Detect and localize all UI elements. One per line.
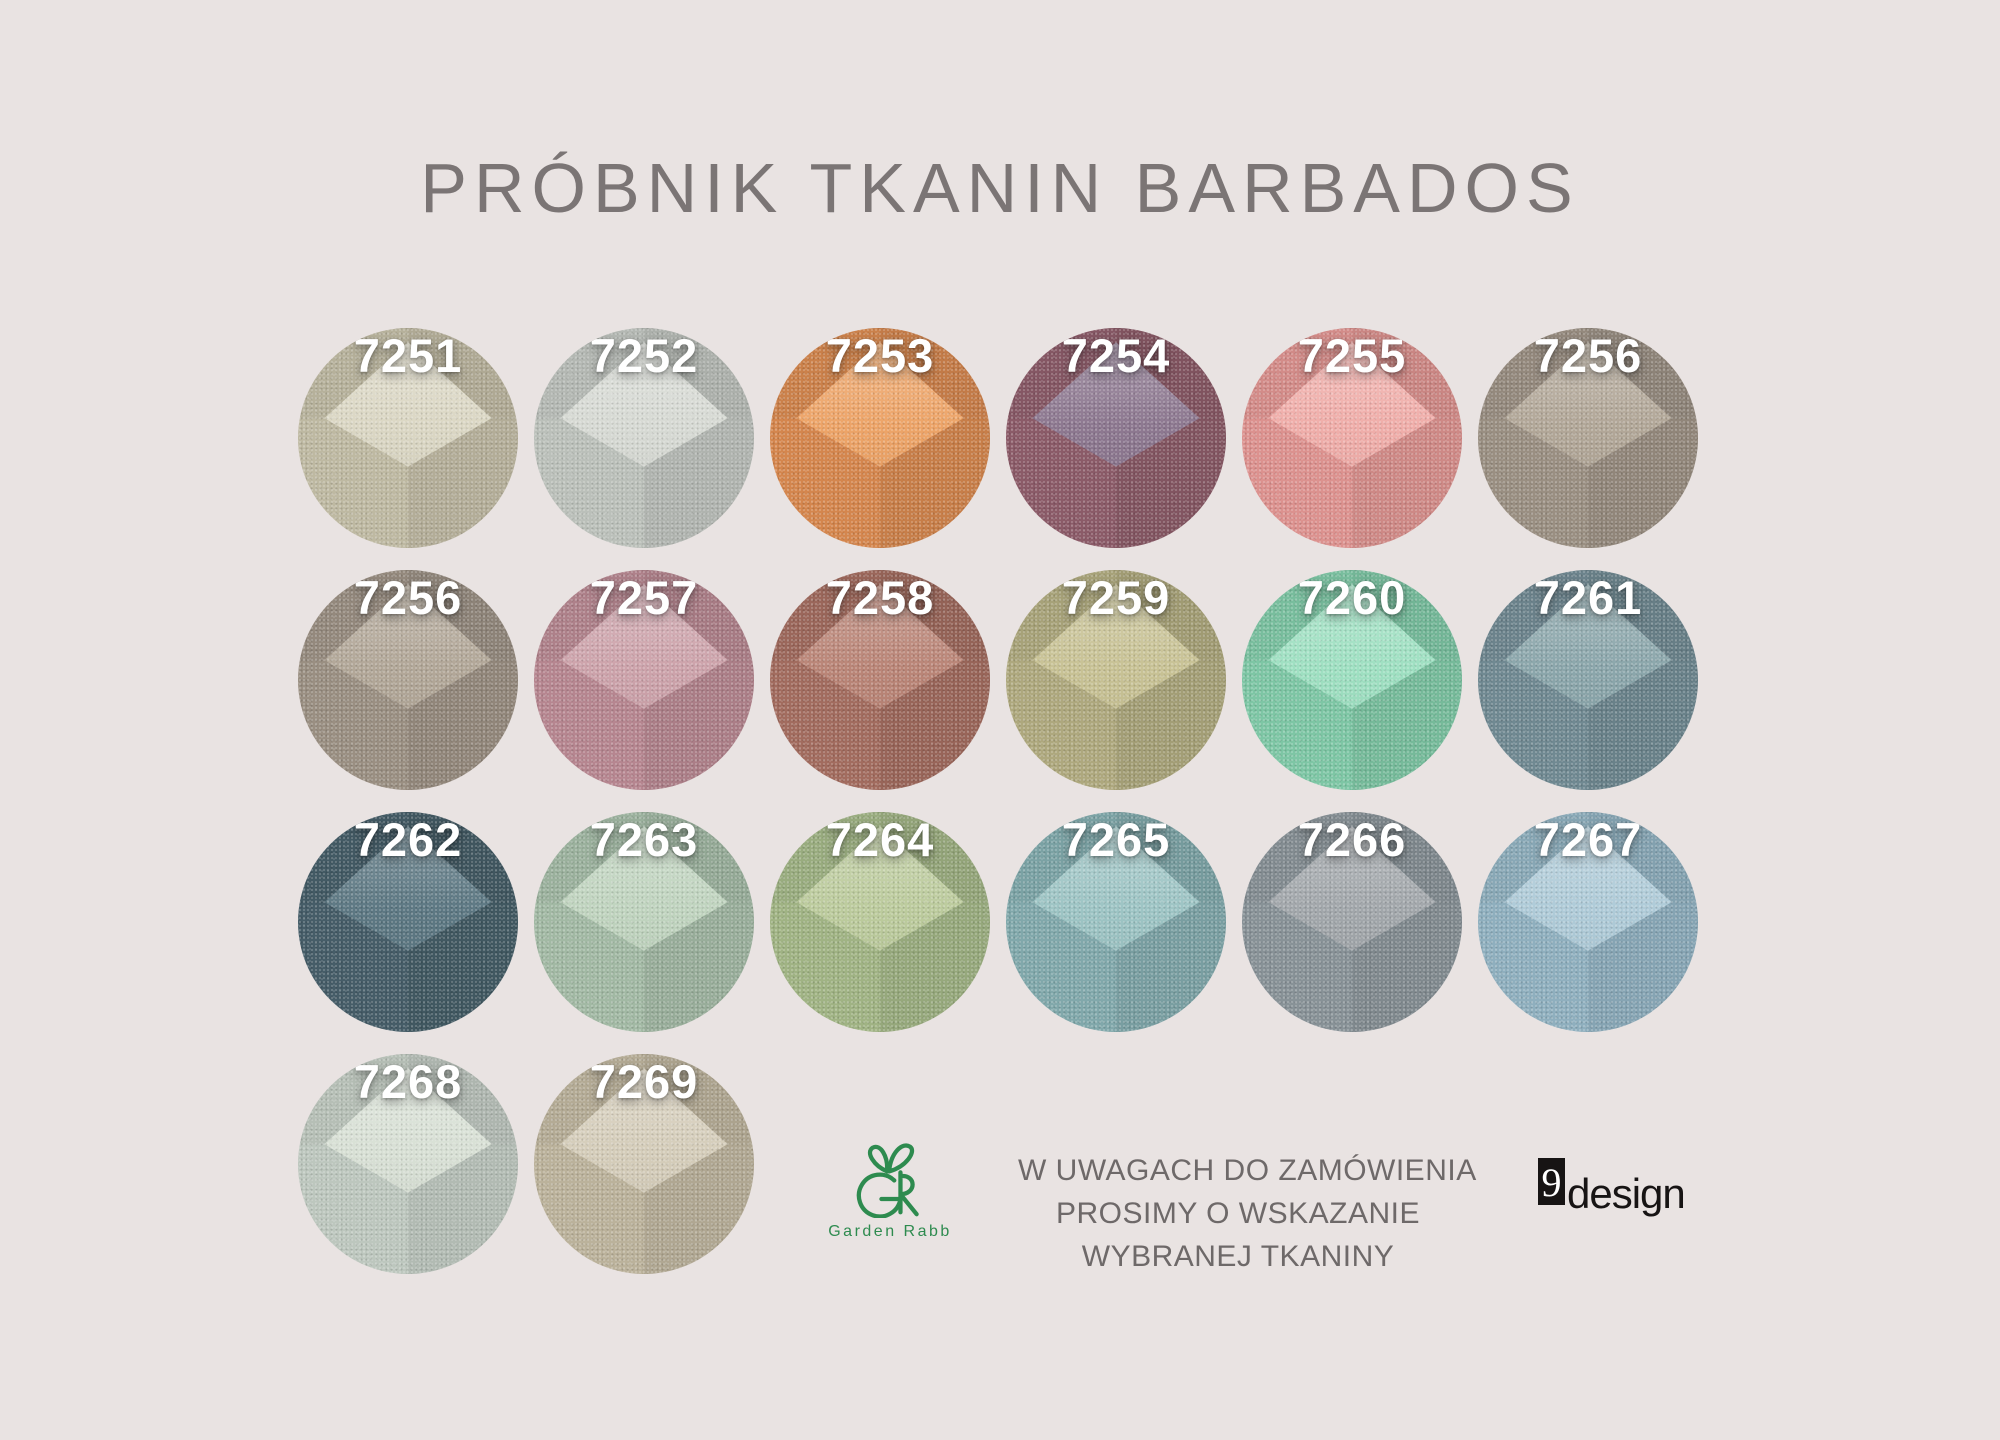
fabric-swatch-7260: 7260 (1242, 570, 1462, 790)
fabric-texture (1006, 570, 1226, 790)
cushion-seam (1242, 812, 1244, 894)
fabric-texture (298, 570, 518, 790)
cushion-seam (770, 328, 772, 410)
cushion-seam (1478, 328, 1480, 410)
swatch-grid: 7251 7252 7253 7254 7255 7256 7256 7257 7258 7259… (298, 328, 1702, 1296)
order-note-line: WYBRANEJ TKANINY (1081, 1240, 1395, 1273)
swatch-row: 7262 7263 7264 7265 7266 7267 (298, 812, 1702, 1032)
fabric-texture (534, 570, 754, 790)
ninedesign-nine-badge: 9 (1538, 1158, 1565, 1205)
fabric-texture (1478, 328, 1698, 548)
cushion-seam (534, 570, 536, 652)
fabric-texture (1006, 812, 1226, 1032)
swatch-number: 7260 (1297, 571, 1407, 624)
fabric-texture (534, 812, 754, 1032)
fabric-texture (770, 812, 990, 1032)
swatch-number: 7255 (1297, 329, 1407, 382)
swatch-number: 7268 (353, 1055, 463, 1108)
fabric-texture (298, 1054, 518, 1274)
cushion-seam (1242, 328, 1244, 410)
cushion-seam (1242, 570, 1244, 652)
fabric-texture (1006, 328, 1226, 548)
fabric-swatch-7254: 7254 (1006, 328, 1226, 548)
swatch-number: 7256 (1533, 329, 1643, 382)
swatch-number: 7261 (1533, 571, 1643, 624)
ninedesign-wordmark: design (1567, 1170, 1686, 1217)
fabric-texture (298, 812, 518, 1032)
swatch-number: 7263 (589, 813, 699, 866)
fabric-swatch-7257: 7257 (534, 570, 754, 790)
ninedesign-logo: 9 design (1538, 1158, 1686, 1215)
fabric-texture (1242, 328, 1462, 548)
fabric-swatch-7252: 7252 (534, 328, 754, 548)
fabric-swatch-7261: 7261 (1478, 570, 1698, 790)
fabric-texture (770, 570, 990, 790)
fabric-swatch-7258: 7258 (770, 570, 990, 790)
swatch-number: 7253 (825, 329, 935, 382)
swatch-number: 7269 (589, 1055, 699, 1108)
order-note: W UWAGACH DO ZAMÓWIENIA PROSIMY O WSKAZA… (1018, 1149, 1477, 1278)
swatch-number: 7257 (589, 571, 699, 624)
fabric-texture (1242, 570, 1462, 790)
cushion-seam (1006, 812, 1008, 894)
fabric-texture (1242, 812, 1462, 1032)
fabric-swatch-7267: 7267 (1478, 812, 1698, 1032)
fabric-swatch-7268: 7268 (298, 1054, 518, 1274)
fabric-texture (534, 328, 754, 548)
cushion-seam (534, 812, 536, 894)
swatch-number: 7265 (1061, 813, 1171, 866)
cushion-seam (298, 328, 300, 410)
swatch-number: 7254 (1061, 329, 1171, 382)
fabric-swatch-7263: 7263 (534, 812, 754, 1032)
swatch-number: 7258 (825, 571, 935, 624)
fabric-texture (770, 328, 990, 548)
cushion-seam (770, 570, 772, 652)
fabric-swatch-7269: 7269 (534, 1054, 754, 1274)
garden-rabb-monogram-icon (847, 1140, 933, 1218)
cushion-seam (534, 328, 536, 410)
fabric-swatch-7256: 7256 (1478, 328, 1698, 548)
cushion-seam (1006, 328, 1008, 410)
fabric-texture (1478, 812, 1698, 1032)
fabric-swatch-7266: 7266 (1242, 812, 1462, 1032)
order-note-line: PROSIMY O WSKAZANIE (1055, 1197, 1420, 1230)
cushion-seam (1478, 570, 1480, 652)
fabric-swatch-7253: 7253 (770, 328, 990, 548)
garden-rabb-wordmark: Garden Rabb (828, 1223, 952, 1240)
fabric-texture (298, 328, 518, 548)
swatch-row: 7256 7257 7258 7259 7260 7261 (298, 570, 1702, 790)
fabric-swatch-7255: 7255 (1242, 328, 1462, 548)
fabric-swatch-7256: 7256 (298, 570, 518, 790)
cushion-seam (298, 812, 300, 894)
swatch-number: 7267 (1533, 813, 1643, 866)
swatch-number: 7251 (353, 329, 463, 382)
swatch-number: 7259 (1061, 571, 1171, 624)
fabric-swatch-7251: 7251 (298, 328, 518, 548)
fabric-swatch-7262: 7262 (298, 812, 518, 1032)
cushion-seam (298, 1054, 300, 1136)
cushion-seam (534, 1054, 536, 1136)
fabric-swatch-7264: 7264 (770, 812, 990, 1032)
swatch-number: 7252 (589, 329, 699, 382)
swatch-number: 7262 (353, 813, 463, 866)
swatch-row: 7251 7252 7253 7254 7255 7256 (298, 328, 1702, 548)
fabric-swatch-7259: 7259 (1006, 570, 1226, 790)
cushion-seam (1006, 570, 1008, 652)
swatch-number: 7264 (825, 813, 935, 866)
order-note-line: W UWAGACH DO ZAMÓWIENIA (1018, 1154, 1477, 1187)
fabric-texture (534, 1054, 754, 1274)
cushion-seam (1478, 812, 1480, 894)
swatch-number: 7256 (353, 571, 463, 624)
cushion-seam (298, 570, 300, 652)
page-title: PRÓBNIK TKANIN BARBADOS (420, 149, 1580, 227)
garden-rabb-logo: Garden Rabb (810, 1140, 970, 1241)
fabric-swatch-7265: 7265 (1006, 812, 1226, 1032)
fabric-texture (1478, 570, 1698, 790)
swatch-number: 7266 (1297, 813, 1407, 866)
cushion-seam (770, 812, 772, 894)
swatch-row: 7268 7269 (298, 1054, 1702, 1274)
